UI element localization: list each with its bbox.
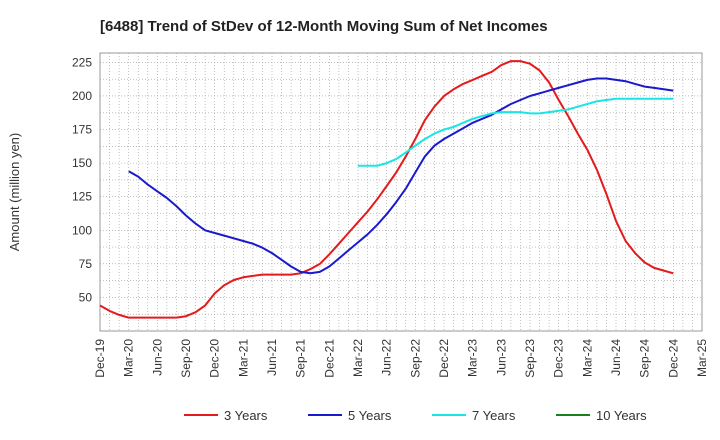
x-tick-label: Mar-20 [122,339,136,377]
y-tick-label: 225 [72,55,92,69]
series-layer [99,60,674,319]
y-tick-label: 75 [79,257,93,271]
x-tick-label: Mar-23 [466,339,480,377]
x-tick-label: Jun-22 [380,339,394,376]
x-tick-label: Jun-24 [609,339,623,376]
legend-label: 7 Years [472,408,516,423]
x-tick-label: Jun-20 [150,339,164,376]
x-tick-label: Dec-24 [666,339,680,378]
series-line-5-years [128,77,674,275]
x-tick-label: Sep-22 [408,339,422,378]
legend-label: 5 Years [348,408,392,423]
y-axis-label: Amount (million yen) [7,133,22,252]
legend: 3 Years 5 Years 7 Years 10 Years [184,408,647,423]
plot-area [99,52,703,332]
y-tick-label: 150 [72,156,92,170]
series-line-3-years [99,60,674,319]
x-tick-label: Mar-21 [236,339,250,377]
y-axis-ticks: 50 75 100 125 150 175 200 225 [72,55,92,304]
grid [99,53,703,332]
x-tick-label: Dec-19 [93,339,107,378]
y-tick-label: 175 [72,123,92,137]
x-tick-label: Dec-21 [322,339,336,378]
x-tick-label: Dec-20 [208,339,222,378]
x-tick-label: Sep-23 [523,339,537,378]
x-tick-label: Mar-25 [695,339,709,377]
y-tick-label: 100 [72,223,92,237]
x-axis-ticks: Dec-19 Mar-20 Jun-20 Sep-20 Dec-20 Mar-21 Jun-… [93,339,709,378]
y-tick-label: 50 [79,290,93,304]
y-tick-label: 125 [72,190,92,204]
series-line-7-years [358,97,674,167]
x-tick-label: Mar-22 [351,339,365,377]
legend-label: 3 Years [224,408,268,423]
legend-label: 10 Years [596,408,647,423]
x-tick-label: Jun-23 [494,339,508,376]
chart-title: [6488] Trend of StDev of 12-Month Moving… [100,18,548,35]
y-tick-label: 200 [72,89,92,103]
x-tick-label: Sep-21 [294,339,308,378]
x-tick-label: Jun-21 [265,339,279,376]
x-tick-label: Sep-24 [638,339,652,378]
x-tick-label: Sep-20 [179,339,193,378]
x-tick-label: Dec-22 [437,339,451,378]
x-tick-label: Mar-24 [580,339,594,377]
x-tick-label: Dec-23 [552,339,566,378]
